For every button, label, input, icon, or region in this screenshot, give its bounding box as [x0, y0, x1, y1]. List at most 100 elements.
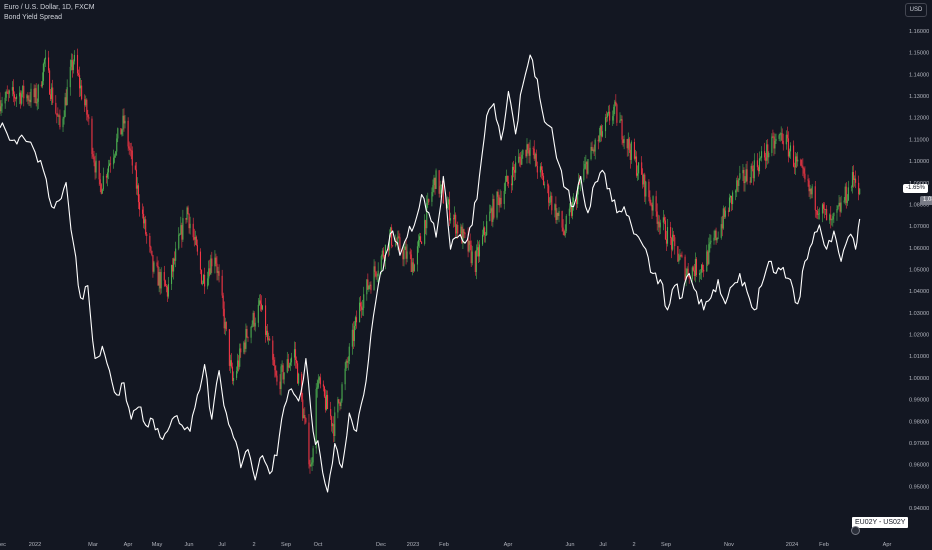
candle-body: [403, 249, 405, 260]
candle-body: [604, 117, 607, 132]
candle-body: [181, 225, 183, 240]
candle-body: [453, 218, 455, 220]
candle-body: [745, 169, 747, 182]
candle-body: [484, 227, 486, 236]
price-tick-label: 1.03000: [909, 311, 929, 317]
candle-body: [808, 180, 810, 192]
candle-body: [225, 321, 227, 330]
candle-body: [275, 370, 277, 376]
candle-body: [633, 142, 635, 159]
candle-body: [720, 224, 722, 238]
candle-body: [818, 213, 820, 215]
candle-body: [110, 163, 112, 165]
candle-body: [432, 185, 434, 193]
candle-body: [467, 234, 469, 252]
candle-body: [207, 278, 209, 287]
candle-body: [648, 181, 650, 198]
candle-body: [69, 66, 71, 88]
candle-body: [448, 199, 451, 221]
time-axis[interactable]: ec 2022 Mar Apr May Jun Jul 2 Sep Oct Dec 2023 Feb Ap…: [0, 542, 891, 548]
candle-body: [505, 175, 507, 182]
candle-body: [481, 234, 484, 245]
candle-body: [506, 175, 508, 182]
candle-body: [839, 202, 841, 212]
candle-body: [1, 103, 3, 107]
candle-body: [433, 177, 435, 186]
price-axis[interactable]: 1.16000 1.15000 1.14000 1.13000 1.12000 1.110…: [909, 29, 929, 512]
candle-body: [594, 139, 596, 152]
candle-body: [438, 170, 440, 194]
candle-body: [399, 237, 401, 251]
candle-body: [318, 377, 320, 381]
candle-body: [714, 230, 716, 238]
candle-body: [728, 197, 731, 212]
candle-body: [360, 302, 362, 307]
candle-body: [341, 384, 343, 401]
candle-body: [833, 212, 835, 217]
candle-body: [814, 186, 816, 211]
indicator-title[interactable]: Bond Yield Spread: [4, 14, 62, 21]
candle-body: [664, 220, 666, 240]
candle-body: [772, 136, 774, 138]
candle-body: [265, 305, 267, 335]
candle-body: [780, 133, 782, 134]
bond-yield-spread-series: [0, 54, 861, 493]
candle-body: [165, 285, 167, 288]
candle-body: [692, 267, 694, 271]
candle-body: [456, 224, 458, 234]
candle-body: [474, 251, 476, 273]
candle-body: [801, 165, 803, 167]
currency-button[interactable]: USD: [905, 3, 927, 17]
candle-body: [621, 119, 623, 140]
candle-body: [377, 270, 379, 277]
candle-body: [156, 262, 158, 266]
candle-body: [266, 330, 268, 335]
candle-body: [650, 203, 652, 205]
candle-body: [779, 133, 781, 136]
candle-body: [413, 264, 415, 272]
candle-body: [421, 241, 423, 244]
candle-body: [614, 101, 616, 108]
candle-body: [716, 237, 718, 241]
candle-body: [396, 242, 398, 244]
candle-body: [478, 244, 480, 257]
candle-body: [72, 61, 74, 70]
candle-body: [751, 165, 753, 169]
candle-body: [304, 415, 306, 419]
symbol-dot-icon[interactable]: [851, 526, 860, 535]
candle-body: [120, 128, 122, 135]
candle-body: [671, 237, 673, 250]
candle-body: [149, 235, 151, 247]
candle-body: [34, 88, 36, 98]
candle-body: [402, 250, 404, 260]
candle-body: [281, 365, 283, 367]
candle-body: [542, 175, 545, 186]
price-tick-label: 1.11000: [909, 137, 929, 143]
candle-body: [98, 160, 100, 180]
candle-body: [612, 116, 614, 121]
symbol-title[interactable]: Euro / U.S. Dollar, 1D, FXCM: [4, 4, 95, 11]
candle-body: [368, 285, 370, 290]
candle-body: [347, 361, 349, 363]
candle-body: [288, 365, 290, 368]
candle-body: [782, 141, 784, 145]
candle-body: [152, 255, 154, 272]
candle-body: [375, 271, 377, 277]
candle-body: [830, 214, 832, 220]
candle-body: [88, 117, 90, 119]
candle-body: [210, 258, 212, 275]
candle-body: [395, 242, 397, 246]
candle-body: [392, 245, 394, 247]
candle-body: [199, 251, 202, 270]
candle-body: [232, 377, 235, 381]
candle-body: [398, 236, 400, 238]
candle-body: [108, 163, 111, 166]
candle-body: [635, 156, 638, 176]
candle-body: [686, 268, 688, 275]
candle-body: [622, 139, 624, 143]
candle-body: [21, 94, 23, 104]
candle-body: [858, 182, 860, 195]
candle-body: [628, 138, 630, 150]
price-tick-label: 1.13000: [909, 94, 929, 100]
